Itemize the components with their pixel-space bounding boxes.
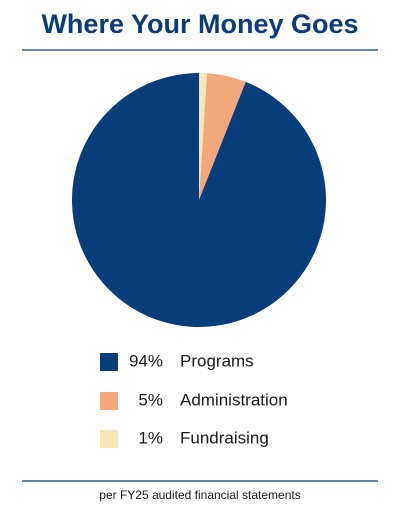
pie-slice	[199, 73, 246, 200]
legend-value: 5%	[138, 390, 163, 409]
legend-label: Programs	[180, 351, 254, 370]
pie-slice	[199, 73, 207, 200]
chart-title: Where Your Money Goes	[41, 9, 358, 39]
legend-swatch	[100, 353, 118, 371]
legend-label: Fundraising	[180, 428, 269, 447]
legend-swatch	[100, 430, 118, 448]
legend-label: Administration	[180, 390, 288, 409]
footnote: per FY25 audited financial statements	[99, 488, 300, 502]
legend-swatch	[100, 392, 118, 410]
pie-slice	[72, 72, 326, 327]
legend-value: 1%	[138, 428, 163, 447]
legend-value: 94%	[129, 351, 163, 370]
